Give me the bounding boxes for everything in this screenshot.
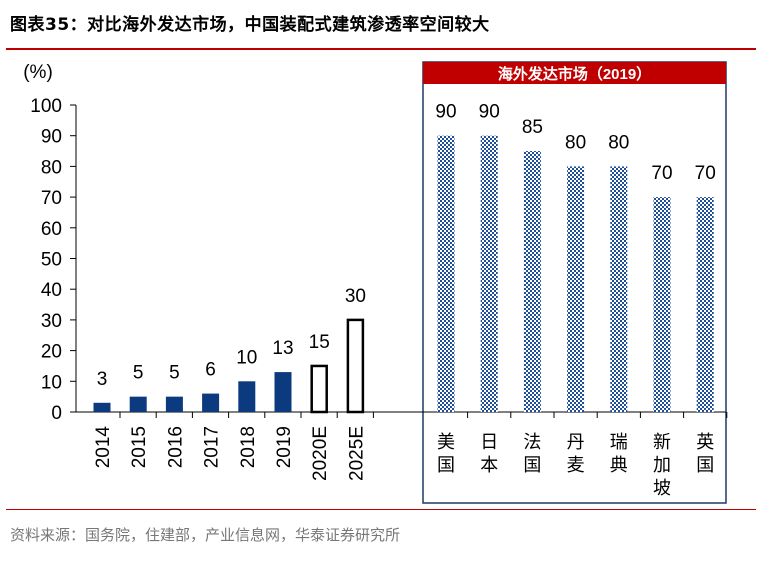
y-tick-label: 100 [30,96,62,117]
x-category-label-char: 英 [696,432,714,452]
x-category-label-char: 国 [523,455,541,475]
x-category-label-char: 国 [696,455,714,475]
x-category-label-char: 国 [437,455,455,475]
x-category-label: 2019 [274,426,295,468]
bar-2019 [274,372,292,412]
title-rule [6,48,756,50]
x-category-label: 2020E [310,426,331,481]
bar-2016 [165,396,183,412]
x-category-label-char: 典 [610,455,628,475]
x-category-label-char: 坡 [653,478,671,498]
bar-美国 [437,135,455,412]
y-tick-label: 30 [41,311,62,332]
y-tick-label: 70 [41,188,62,209]
bar-2014 [93,402,111,412]
figure-title: 图表35：对比海外发达市场，中国装配式建筑渗透率空间较大 [10,10,490,35]
y-tick-label: 0 [51,403,62,424]
bar-2020E [310,364,328,414]
data-label: 90 [435,102,456,123]
overseas-panel-title-bar [423,62,726,84]
data-label: 5 [169,363,180,384]
figure-title-text: 对比海外发达市场，中国装配式建筑渗透率空间较大 [87,15,490,35]
data-label: 30 [345,286,366,307]
x-category-label-char: 加 [653,455,671,475]
data-label: 6 [205,360,216,381]
data-label: 70 [695,163,716,184]
y-tick-label: 40 [41,280,62,301]
data-label: 10 [236,347,257,368]
x-category-label-char: 本 [480,455,498,475]
x-category-label: 2016 [165,426,186,468]
y-tick-label: 20 [41,342,62,363]
y-tick-label: 10 [41,372,62,393]
data-label: 80 [565,132,586,153]
x-category-label: 2025E [346,426,367,481]
footer-rule [6,509,756,510]
bar-2017 [202,393,220,412]
bar-日本 [480,135,498,412]
figure-label: 图表35： [10,15,88,35]
y-tick-label: 50 [41,250,62,271]
bar-2025E [346,318,365,414]
y-tick-label: 80 [41,157,62,178]
data-label: 90 [479,102,500,123]
x-category-label-char: 法 [523,432,541,452]
bar-2015 [129,396,147,412]
y-tick-label: 90 [41,127,62,148]
bar-瑞典 [610,166,628,412]
bar-新加坡 [653,197,671,412]
x-category-label: 2014 [93,426,114,469]
x-category-label: 2018 [238,426,259,468]
x-category-label-char: 美 [437,432,455,452]
data-label: 5 [133,363,144,384]
x-category-label-char: 瑞 [610,432,628,452]
x-category-label-char: 新 [653,432,671,452]
data-label: 13 [272,338,293,359]
x-category-label-char: 日 [480,432,498,452]
bar-法国 [523,151,541,413]
data-label: 70 [651,163,672,184]
x-category-label: 2015 [129,426,150,468]
bar-2018 [238,381,256,412]
y-tick-label: 60 [41,219,62,240]
bar-丹麦 [567,166,585,412]
data-label: 80 [608,132,629,153]
data-label: 3 [97,369,108,390]
data-label: 85 [522,117,543,138]
y-axis-unit-label: (%) [23,62,53,83]
x-category-label-char: 丹 [567,432,585,452]
overseas-panel-title: 海外发达市场（2019） [498,65,651,83]
x-category-label: 2017 [202,426,223,468]
source-note: 资料来源：国务院，住建部，产业信息网，华泰证券研究所 [10,526,401,544]
data-label: 15 [309,332,330,353]
bar-英国 [696,197,714,412]
x-category-label-char: 麦 [567,455,585,475]
